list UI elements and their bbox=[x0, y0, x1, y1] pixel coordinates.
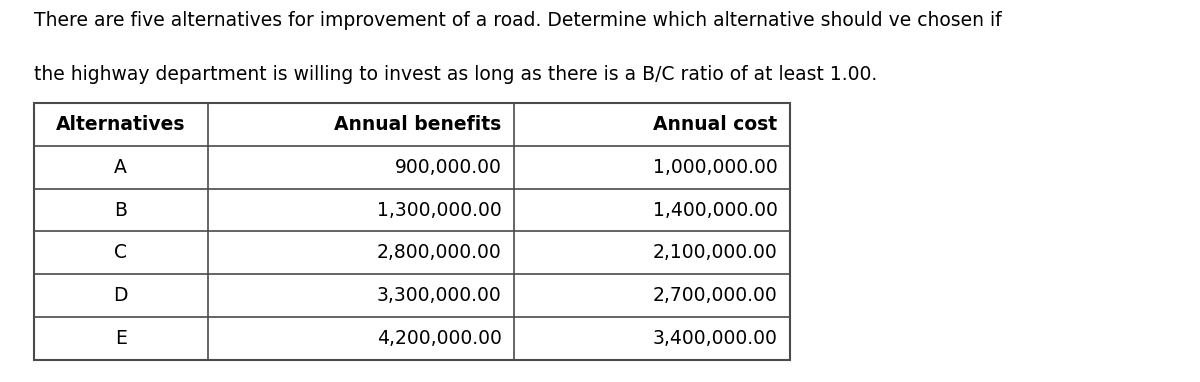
Text: 1,000,000.00: 1,000,000.00 bbox=[653, 158, 778, 177]
Text: D: D bbox=[113, 286, 128, 305]
Text: There are five alternatives for improvement of a road. Determine which alternati: There are five alternatives for improvem… bbox=[34, 11, 1001, 31]
Text: the highway department is willing to invest as long as there is a B/C ratio of a: the highway department is willing to inv… bbox=[34, 65, 877, 84]
Text: 2,800,000.00: 2,800,000.00 bbox=[377, 243, 502, 262]
Text: C: C bbox=[114, 243, 127, 262]
Text: 3,400,000.00: 3,400,000.00 bbox=[653, 329, 778, 348]
Text: 2,700,000.00: 2,700,000.00 bbox=[653, 286, 778, 305]
Text: 3,300,000.00: 3,300,000.00 bbox=[377, 286, 502, 305]
Text: 900,000.00: 900,000.00 bbox=[395, 158, 502, 177]
Bar bbox=[34, 103, 790, 360]
Text: 1,300,000.00: 1,300,000.00 bbox=[377, 201, 502, 220]
Text: Alternatives: Alternatives bbox=[56, 115, 185, 134]
Text: E: E bbox=[115, 329, 126, 348]
Text: A: A bbox=[114, 158, 127, 177]
Text: 2,100,000.00: 2,100,000.00 bbox=[653, 243, 778, 262]
Text: 4,200,000.00: 4,200,000.00 bbox=[377, 329, 502, 348]
Text: Annual benefits: Annual benefits bbox=[335, 115, 502, 134]
Text: B: B bbox=[114, 201, 127, 220]
Text: 1,400,000.00: 1,400,000.00 bbox=[653, 201, 778, 220]
Text: Annual cost: Annual cost bbox=[654, 115, 778, 134]
